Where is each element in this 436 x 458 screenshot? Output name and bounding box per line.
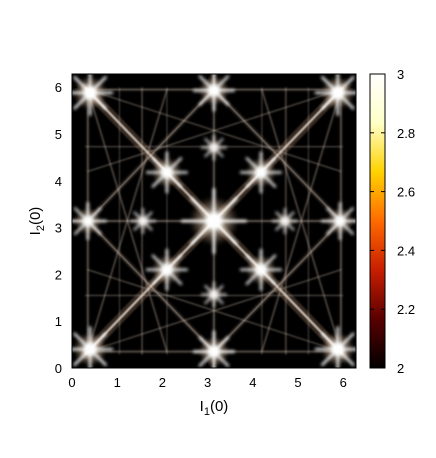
colorbar-ticks: 2 2.2 2.4 2.6 2.8 3 (370, 67, 415, 376)
x-tick-label: 5 (294, 375, 301, 390)
hotspot (161, 264, 172, 275)
pattern-line (87, 89, 168, 353)
x-tick-label: 1 (114, 375, 121, 390)
x-axis-label-subscript: 1 (204, 406, 210, 418)
x-axis-label: I1(0) (200, 398, 229, 418)
pattern-line (213, 88, 342, 222)
hotspot (281, 218, 288, 225)
pattern-line (213, 220, 342, 353)
hotspot (83, 216, 93, 226)
heatmap-pattern (72, 74, 356, 368)
hotspot (84, 343, 96, 355)
y-tick-label: 1 (55, 314, 62, 329)
hotspot (84, 87, 96, 99)
colorbar-tick-label: 2.8 (397, 126, 415, 141)
y-tick-label: 5 (55, 127, 62, 142)
colorbar-tick-label: 2.6 (397, 185, 415, 200)
colorbar-tick-label: 2.2 (397, 302, 415, 317)
pattern-line (87, 220, 215, 353)
pattern-line (87, 269, 342, 353)
y-tick-label: 0 (55, 361, 62, 376)
hotspot (208, 346, 219, 357)
hotspot (255, 167, 266, 178)
y-axis-ticks: 0 1 2 3 4 5 6 (55, 80, 356, 376)
x-tick-label: 6 (340, 375, 347, 390)
y-axis-label-tail: (0) (27, 207, 44, 225)
y-axis-label-subscript: 2 (35, 225, 47, 231)
plot-area (71, 73, 357, 369)
hotspot (332, 87, 344, 99)
pattern-line (87, 88, 215, 222)
y-axis-label: I2(0) (27, 207, 47, 236)
x-axis-label-tail: (0) (210, 398, 228, 415)
hotspot (210, 144, 217, 151)
hotspot (208, 85, 219, 96)
y-tick-label: 6 (55, 80, 62, 95)
hotspot (205, 213, 222, 230)
hotspot (332, 343, 344, 355)
pattern-line (87, 89, 342, 172)
pattern-line (261, 89, 342, 353)
colorbar-tick-label: 2.4 (397, 243, 415, 258)
hotspot (335, 216, 345, 226)
y-axis-label-main: I (27, 231, 44, 235)
colorbar: 2 2.2 2.4 2.6 2.8 3 (369, 67, 415, 376)
colorbar-tick-label: 2 (397, 361, 404, 376)
x-axis-label-main: I (200, 398, 204, 415)
colorbar-tick-label: 3 (397, 67, 404, 82)
hotspot (255, 264, 266, 275)
x-tick-label: 4 (249, 375, 256, 390)
y-tick-label: 4 (55, 174, 62, 189)
hotspot (210, 291, 217, 298)
y-tick-label: 3 (55, 221, 62, 236)
x-tick-label: 0 (68, 375, 75, 390)
plot-frame (71, 73, 357, 369)
colorbar-gradient (369, 73, 386, 369)
x-axis-ticks: 0 1 2 3 4 5 6 (68, 74, 347, 390)
hotspot (139, 218, 146, 225)
hotspot (161, 167, 172, 178)
y-tick-label: 2 (55, 267, 62, 282)
x-tick-label: 2 (159, 375, 166, 390)
x-tick-label: 3 (204, 375, 211, 390)
